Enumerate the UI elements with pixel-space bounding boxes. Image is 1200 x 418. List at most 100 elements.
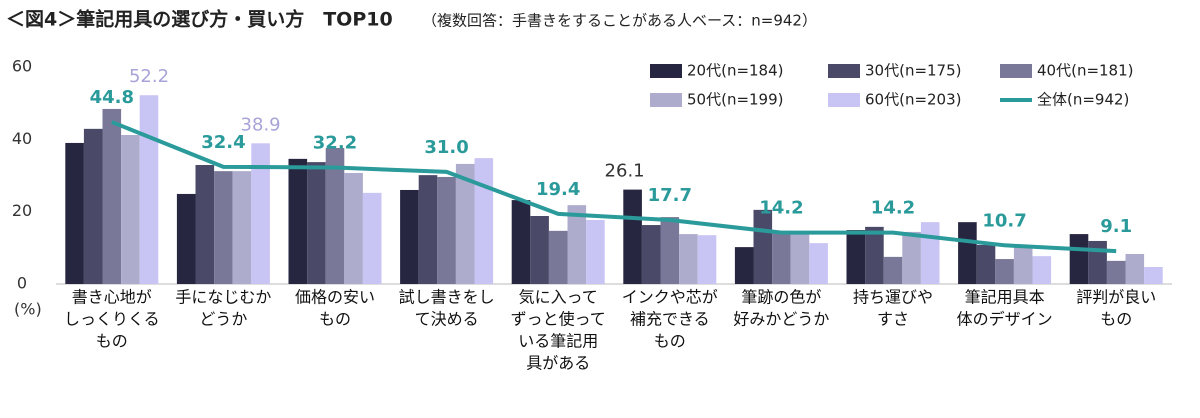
bar — [976, 244, 996, 284]
bar — [511, 200, 531, 284]
x-tick-label: しっくりくる — [64, 310, 160, 329]
bar — [697, 235, 717, 284]
bar — [865, 226, 884, 284]
bar — [920, 222, 940, 284]
value-label: 32.4 — [201, 132, 245, 153]
bar — [418, 175, 438, 284]
bar — [176, 193, 196, 284]
bar — [1125, 253, 1145, 284]
x-tick-label: て決める — [415, 310, 479, 329]
x-tick-label: もの — [96, 332, 128, 351]
value-label: 52.2 — [129, 66, 169, 87]
bar — [400, 189, 419, 284]
bar — [790, 230, 810, 284]
x-tick-label: 気に入って — [519, 288, 598, 307]
x-tick-label: すさ — [877, 310, 909, 329]
legend-label: 40代(n=181) — [1037, 62, 1134, 80]
bar — [1032, 256, 1052, 284]
bar — [809, 243, 828, 284]
bar — [530, 216, 549, 284]
x-tick-label: 評判が良い — [1076, 288, 1156, 307]
value-label: 38.9 — [241, 114, 281, 135]
chart-title: ＜図4＞筆記用具の選び方・買い方 TOP10 — [6, 8, 393, 31]
y-axis-label: (%) — [14, 300, 42, 319]
bar — [195, 165, 215, 284]
bar — [344, 172, 363, 284]
legend-swatch — [650, 93, 682, 107]
value-label: 17.7 — [648, 185, 692, 206]
bar — [1013, 247, 1033, 284]
value-label: 9.1 — [1100, 216, 1132, 237]
bar — [121, 134, 140, 284]
x-tick-label: 持ち運びや — [853, 288, 933, 307]
bar — [474, 158, 494, 284]
bar — [362, 192, 382, 284]
x-tick-label: どうか — [199, 310, 247, 329]
legend-swatch — [650, 64, 682, 78]
legend-swatch — [828, 93, 860, 107]
x-tick-label: 具がある — [526, 354, 590, 373]
x-tick-label: 好みかどうか — [733, 310, 829, 329]
legend-swatch — [1000, 64, 1032, 78]
legend-swatch — [828, 64, 860, 78]
bar — [846, 230, 866, 284]
value-label: 26.1 — [605, 161, 645, 182]
bar — [641, 225, 661, 284]
y-tick-label: 60 — [12, 57, 32, 76]
x-tick-label: インクや芯が — [622, 288, 718, 307]
x-tick-label: 補充できる — [630, 310, 710, 329]
bar — [772, 230, 791, 284]
x-tick-label: もの — [319, 310, 351, 329]
bar — [1069, 234, 1089, 284]
x-tick-label: 試し書きをし — [399, 288, 495, 307]
bar — [437, 176, 456, 284]
bar — [288, 158, 308, 284]
bar — [139, 95, 159, 285]
x-tick-label: いる筆記用 — [518, 332, 598, 351]
bar — [214, 171, 233, 284]
value-label: 14.2 — [759, 198, 803, 219]
x-tick-label: 価格の安い — [295, 288, 375, 307]
legend-label: 30代(n=175) — [865, 62, 962, 80]
chart-subtitle: （複数回答：手書きをすることがある人ベース：n=942） — [422, 12, 817, 30]
bar — [251, 143, 270, 284]
value-label: 44.8 — [90, 87, 134, 108]
y-tick-label: 20 — [12, 201, 32, 220]
bar — [65, 142, 84, 284]
legend-label: 全体(n=942) — [1037, 91, 1129, 109]
bar — [83, 128, 103, 284]
bar — [883, 256, 903, 284]
bar — [1144, 267, 1163, 284]
value-label: 10.7 — [982, 210, 1026, 231]
legend-label: 50代(n=199) — [687, 91, 784, 109]
bar — [623, 189, 642, 284]
x-tick-label: ずっと使って — [511, 310, 606, 329]
bar — [958, 222, 977, 284]
bar — [325, 148, 345, 284]
bar — [995, 259, 1014, 284]
bar — [660, 217, 680, 284]
x-tick-label: 筆跡の色が — [741, 288, 821, 307]
bar — [734, 247, 754, 284]
value-label: 31.0 — [424, 137, 468, 158]
legend-label: 20代(n=184) — [687, 62, 784, 80]
bar — [232, 171, 252, 284]
bar — [586, 219, 605, 284]
x-tick-label: 体のデザイン — [957, 310, 1053, 329]
value-label: 19.4 — [536, 179, 580, 200]
x-tick-label: 手になじむか — [175, 288, 271, 307]
bar — [753, 209, 773, 284]
bar — [1088, 240, 1107, 284]
line — [111, 120, 1117, 254]
legend-label: 60代(n=203) — [865, 91, 962, 109]
bar — [307, 162, 326, 284]
bar — [902, 231, 921, 284]
y-tick-label: 0 — [17, 274, 27, 293]
bar — [548, 230, 568, 284]
bar — [1106, 260, 1126, 284]
bar — [102, 108, 122, 284]
value-label: 14.2 — [871, 198, 915, 219]
bar — [567, 205, 587, 284]
bar — [679, 234, 698, 284]
